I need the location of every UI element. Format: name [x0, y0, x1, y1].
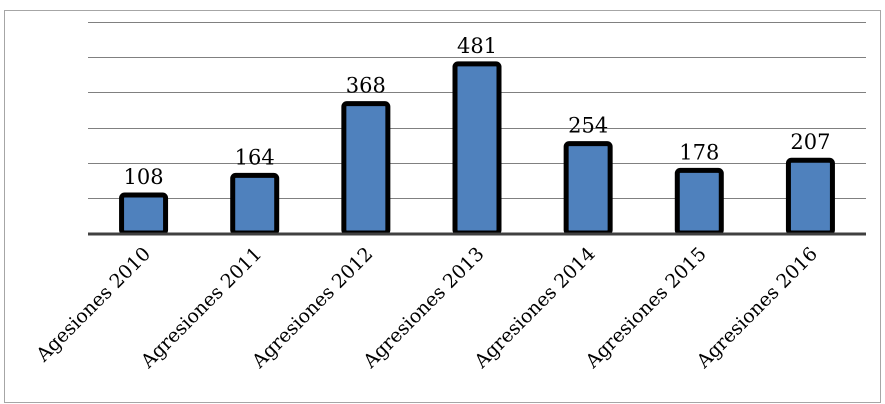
category-tick-label: Agresiones 2013 [358, 243, 488, 373]
category-tick-label: Agresiones 2012 [247, 243, 377, 373]
bar [230, 172, 280, 236]
gridlines [88, 22, 866, 199]
data-label: 164 [235, 145, 275, 169]
bar [674, 167, 724, 236]
bar [452, 61, 502, 236]
data-label: 481 [457, 34, 497, 58]
data-label: 368 [346, 74, 386, 98]
category-tick-label: Agesiones 2010 [31, 243, 155, 367]
chart-border [4, 10, 881, 403]
category-tick-label: Agresiones 2011 [136, 243, 266, 373]
bar [341, 101, 391, 236]
bar [785, 157, 835, 236]
data-label: 108 [124, 165, 164, 189]
data-labels: 108 164 368 481 254 178 207 [124, 34, 831, 189]
category-tick-label: Agresiones 2016 [692, 243, 822, 373]
bar [119, 192, 169, 236]
category-tick-label: Agresiones 2014 [469, 243, 599, 373]
category-tick-label: Agresiones 2015 [581, 243, 711, 373]
bars [119, 61, 835, 236]
bar [563, 141, 613, 236]
data-label: 207 [790, 130, 830, 154]
data-label: 178 [679, 140, 719, 164]
data-label: 254 [568, 114, 608, 138]
